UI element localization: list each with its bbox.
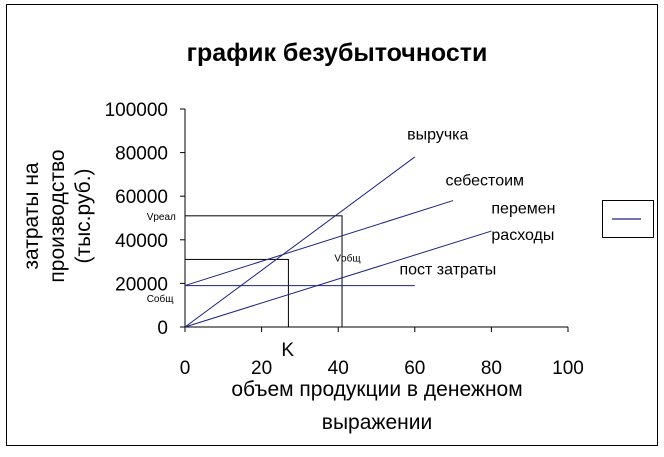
- chart-border: [6, 4, 658, 446]
- x-tick-label: 100: [552, 358, 584, 379]
- y-axis-title-line-3: (тыс.руб.): [72, 168, 95, 263]
- y-tick-label: 20000: [115, 274, 168, 295]
- annotation-label: перемен: [491, 201, 555, 218]
- series-line: [184, 200, 454, 287]
- x-axis-title: объем продукции в денежном выражении: [231, 378, 522, 434]
- y-tick-label: 0: [157, 318, 168, 339]
- annotation-label: Vобщ: [334, 253, 360, 265]
- x-axis-title-line-1: объем продукции в денежном: [231, 378, 522, 401]
- y-tick-label: 100000: [105, 100, 168, 121]
- y-axis-title-line-2: производство: [46, 149, 69, 282]
- annotation-label: расходы: [491, 227, 554, 244]
- x-axis-title-line-2: выражении: [322, 411, 432, 434]
- series-line: [184, 230, 492, 328]
- series-line: [184, 156, 416, 328]
- y-axis-title-line-1: затраты на: [20, 162, 43, 270]
- annotation-label: себестоим: [445, 172, 524, 189]
- x-tick-label: 0: [180, 358, 191, 379]
- y-tick-label: 80000: [115, 144, 168, 165]
- reference-box: [184, 215, 343, 328]
- chart-title: график безубыточности: [187, 39, 488, 67]
- legend: [602, 200, 654, 238]
- x-tick-label: 60: [404, 358, 425, 379]
- annotation-label: пост затраты: [399, 262, 496, 279]
- y-tick-label: 60000: [115, 187, 168, 208]
- y-axis-title: затраты на производство (тыс.руб.): [20, 149, 95, 282]
- annotation-label: выручка: [407, 127, 468, 144]
- point-k-label: K: [281, 340, 294, 361]
- annotation-label: Vреал: [147, 212, 176, 223]
- plot-area: 0 20000 40000 60000 80000 100000 0 20 40 60 80 100 в…: [105, 100, 584, 379]
- x-tick-label: 40: [328, 358, 349, 379]
- x-tick-label: 80: [481, 358, 502, 379]
- annotation-label: Собщ: [147, 293, 174, 305]
- y-tick-label: 40000: [115, 231, 168, 252]
- x-tick-label: 20: [251, 358, 272, 379]
